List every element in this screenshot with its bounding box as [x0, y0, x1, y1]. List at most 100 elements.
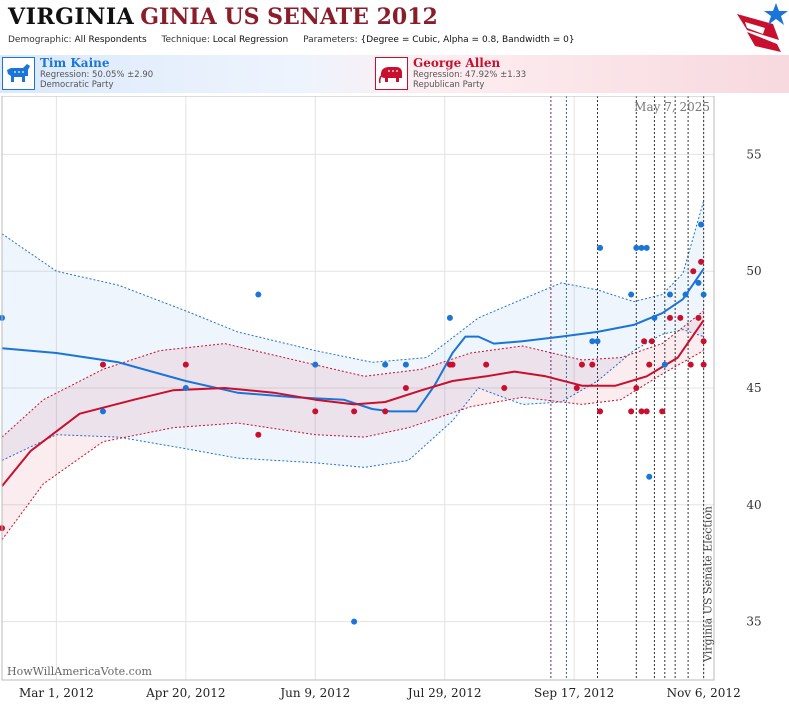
- regression-line-allen: [1, 319, 705, 487]
- donkey-icon: [2, 57, 35, 90]
- poll-point-kaine: [661, 361, 668, 368]
- candidate-regression: Regression: 47.92% ±1.33: [413, 70, 527, 80]
- poll-point-kaine: [312, 361, 319, 368]
- poll-point-allen: [633, 385, 640, 391]
- poll-point-allen: [578, 361, 585, 368]
- poll-point-allen: [312, 408, 319, 415]
- upper-bound-allen: [1, 310, 704, 438]
- poll-point-allen: [646, 361, 653, 368]
- poll-point-kaine: [700, 291, 707, 298]
- poll-point-kaine: [628, 291, 635, 298]
- event-lines: [550, 96, 705, 680]
- technique-label: Technique:: [161, 35, 210, 45]
- poll-point-allen: [643, 408, 650, 415]
- x-tick-label: Nov 6, 2012: [667, 686, 741, 700]
- poll-point-kaine: [597, 244, 604, 251]
- poll-point-allen: [695, 314, 702, 321]
- y-tick-label: 35: [746, 615, 761, 629]
- date-label: May 7, 2025: [634, 100, 710, 114]
- x-tick-label: Sep 17, 2012: [534, 686, 614, 700]
- poll-point-allen: [382, 408, 389, 415]
- poll-point-kaine: [651, 314, 658, 321]
- candidate-regression: Regression: 50.05% ±2.90: [40, 70, 154, 80]
- technique-value: Local Regression: [212, 35, 289, 45]
- candidate-party: Democratic Party: [40, 80, 114, 90]
- x-tick-label: Apr 20, 2012: [145, 686, 225, 700]
- poll-point-allen: [597, 408, 604, 415]
- election-label: Virginia US Senate Election: [702, 506, 715, 663]
- poll-point-allen: [700, 361, 707, 368]
- star-logo-icon: [737, 3, 788, 52]
- title-race: GINIA US SENATE 2012: [140, 4, 438, 30]
- lower-bound-allen: [1, 350, 704, 541]
- plot-frame: [1, 96, 715, 681]
- confidence-band-allen: [2, 310, 704, 540]
- poll-point-kaine: [638, 244, 645, 251]
- polling-chart: 35 40 45 50 55 Mar 1, 2012 Apr 20, 2012 Jun 9, …: [0, 96, 762, 700]
- poll-point-kaine: [643, 244, 650, 251]
- y-tick-label: 45: [746, 381, 761, 395]
- poll-point-kaine: [182, 385, 189, 391]
- axes: 35 40 45 50 55 Mar 1, 2012 Apr 20, 2012 Jun 9, …: [1, 96, 762, 700]
- elephant-icon: [375, 57, 408, 90]
- y-tick-label: 40: [746, 498, 761, 512]
- chart-labels: May 7, 2025 Virginia US Senate Election Ho…: [7, 100, 715, 678]
- poll-point-kaine: [594, 338, 601, 345]
- parameters-label: Parameters:: [303, 35, 358, 45]
- candidate-party: Republican Party: [413, 80, 485, 90]
- y-tick-label: 55: [746, 147, 761, 161]
- poll-point-allen: [698, 258, 705, 265]
- title-state: VIRGINIA: [8, 4, 135, 30]
- demographic-label: Demographic:: [8, 35, 72, 45]
- poll-point-kaine: [666, 291, 673, 298]
- poll-point-kaine: [633, 244, 640, 251]
- poll-point-allen: [501, 385, 508, 391]
- poll-point-allen: [677, 314, 684, 321]
- poll-point-allen: [449, 361, 456, 368]
- x-tick-label: Mar 1, 2012: [19, 686, 94, 700]
- poll-point-kaine: [382, 361, 389, 368]
- poll-point-kaine: [402, 361, 409, 368]
- poll-point-allen: [99, 361, 106, 368]
- poll-point-allen: [589, 361, 596, 368]
- candidate-name: George Allen: [413, 56, 501, 70]
- poll-point-allen: [666, 314, 673, 321]
- page-title: VIRGINIA GINIA US SENATE 2012: [8, 4, 438, 30]
- poll-point-kaine: [99, 408, 106, 415]
- poll-point-kaine: [589, 338, 596, 345]
- confidence-bands: [1, 200, 705, 541]
- regression-line-kaine: [1, 268, 705, 413]
- poll-point-allen: [659, 408, 666, 415]
- y-tick-label: 50: [746, 264, 761, 278]
- regression-lines: [1, 268, 705, 487]
- poll-points: [0, 221, 707, 625]
- parameters-value: {Degree = Cubic, Alpha = 0.8, Bandwidth …: [360, 35, 575, 45]
- candidate-bar: Tim Kaine Regression: 50.05% ±2.90 Democ…: [0, 55, 789, 93]
- poll-point-allen: [687, 361, 694, 368]
- x-tick-label: Jun 9, 2012: [278, 686, 350, 700]
- poll-point-allen: [573, 385, 580, 391]
- poll-point-kaine: [695, 279, 702, 286]
- poll-point-allen: [638, 408, 645, 415]
- upper-bound-kaine: [1, 200, 705, 363]
- candidate-name: Tim Kaine: [40, 56, 110, 70]
- poll-point-kaine: [351, 618, 358, 625]
- poll-point-allen: [648, 338, 655, 345]
- poll-point-allen: [182, 361, 189, 368]
- poll-point-kaine: [698, 221, 705, 228]
- poll-point-allen: [402, 385, 409, 391]
- confidence-band-kaine: [2, 201, 704, 468]
- poll-point-kaine: [646, 473, 653, 480]
- poll-point-allen: [700, 338, 707, 345]
- parameters-row: Demographic: All Respondents Technique: …: [8, 35, 587, 45]
- poll-point-kaine: [682, 291, 689, 298]
- poll-point-allen: [628, 408, 635, 415]
- demographic-value: All Respondents: [74, 35, 147, 45]
- poll-point-allen: [351, 408, 358, 415]
- poll-point-allen: [641, 338, 648, 345]
- poll-point-kaine: [255, 291, 262, 298]
- poll-point-allen: [483, 361, 490, 368]
- watermark: HowWillAmericaVote.com: [7, 665, 152, 678]
- x-tick-label: Jul 29, 2012: [406, 686, 482, 700]
- poll-point-kaine: [446, 314, 453, 321]
